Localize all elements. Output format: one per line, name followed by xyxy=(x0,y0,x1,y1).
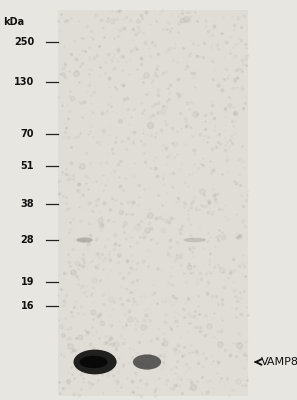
Ellipse shape xyxy=(184,238,206,242)
Ellipse shape xyxy=(80,356,108,368)
Text: 130: 130 xyxy=(14,77,34,87)
Bar xyxy=(58,10,248,396)
Text: 70: 70 xyxy=(21,129,34,139)
Text: 51: 51 xyxy=(21,161,34,171)
Text: 38: 38 xyxy=(20,199,34,209)
Text: 28: 28 xyxy=(20,235,34,245)
Text: kDa: kDa xyxy=(3,17,24,27)
Text: VAMP8: VAMP8 xyxy=(261,357,297,367)
Ellipse shape xyxy=(74,350,116,374)
Text: 16: 16 xyxy=(21,301,34,311)
Ellipse shape xyxy=(76,238,93,242)
Text: 250: 250 xyxy=(14,37,34,47)
Text: 19: 19 xyxy=(21,277,34,287)
Ellipse shape xyxy=(133,354,161,370)
